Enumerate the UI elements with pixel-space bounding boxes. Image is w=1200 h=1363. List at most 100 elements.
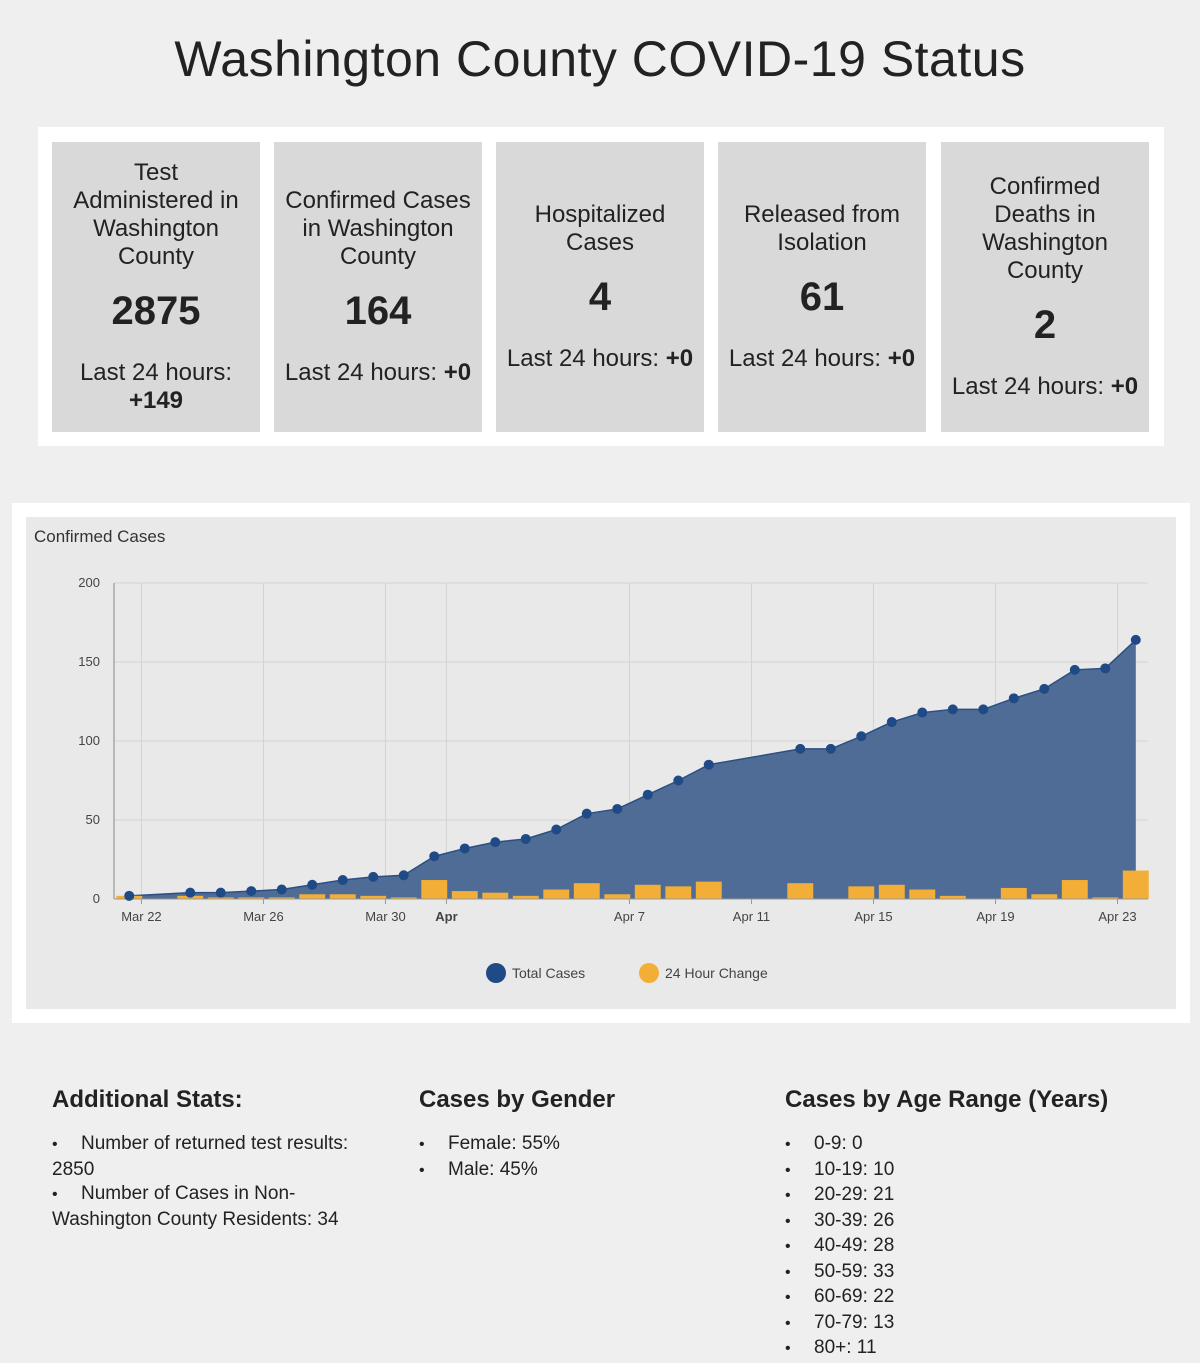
total-cases-point <box>490 837 501 848</box>
chart-panel: 0 50 100 150 200 Mar 22 Mar 26 Mar 30 Apr Apr 7 Ap… <box>12 503 1190 1023</box>
legend-marker <box>486 963 506 983</box>
stat-label: Confirmed Deaths in Washington County <box>982 173 1108 284</box>
x-tick-label: Mar 30 <box>365 909 405 924</box>
total-cases-point <box>673 775 684 786</box>
total-cases-point <box>978 704 989 715</box>
y-tick-label: 100 <box>78 733 100 748</box>
legend-label: 24 Hour Change <box>665 965 768 981</box>
stat-value: 4 <box>588 275 612 319</box>
change-bar <box>1092 897 1119 899</box>
change-bar <box>878 884 905 899</box>
stat-value: 164 <box>344 289 412 333</box>
total-cases-point <box>429 851 440 862</box>
x-tick-label: Apr 19 <box>976 909 1014 924</box>
gender-list: Female: 55% Male: 45% <box>419 1132 749 1183</box>
change-bar <box>634 884 661 899</box>
stat-change-prefix: Last 24 hours: <box>79 359 233 386</box>
stats-panel: Test Administered in Washington County 2… <box>38 127 1164 446</box>
list-item: Number of Cases in Non-Washington County… <box>52 1182 392 1232</box>
total-cases-point <box>1100 663 1111 674</box>
stat-label: Test Administered in Washington County <box>73 159 239 270</box>
total-cases-point <box>856 731 867 742</box>
y-tick-label: 150 <box>78 654 100 669</box>
total-cases-point <box>1069 664 1080 675</box>
total-cases-point <box>886 717 897 728</box>
stat-label: Hospitalized Cases <box>534 201 666 256</box>
stat-card-confirmed: Confirmed Cases in Washington County 164… <box>274 142 482 432</box>
additional-stats-heading: Additional Stats: <box>52 1086 243 1113</box>
stat-change-prefix: Last 24 hours: <box>506 345 660 372</box>
stat-change-value: +0 <box>887 345 916 372</box>
list-item: 20-29: 21 <box>785 1183 1185 1209</box>
list-item: 0-9: 0 <box>785 1132 1185 1158</box>
x-tick-label: Apr 15 <box>854 909 892 924</box>
x-tick-label: Mar 22 <box>121 909 161 924</box>
change-bar <box>1122 870 1149 899</box>
total-cases-area <box>129 639 1136 899</box>
stat-change-prefix: Last 24 hours: <box>951 373 1105 400</box>
change-bar <box>390 897 417 899</box>
change-bar <box>665 886 692 899</box>
total-cases-point <box>612 803 623 814</box>
change-bar <box>482 892 509 899</box>
total-cases-point <box>947 704 958 715</box>
change-bar <box>207 897 234 899</box>
stat-change-value: +0 <box>1110 373 1139 400</box>
stat-card-tests: Test Administered in Washington County 2… <box>52 142 260 432</box>
change-bar <box>939 895 966 899</box>
total-cases-point <box>307 879 318 890</box>
change-bar <box>848 886 875 899</box>
total-cases-point <box>1130 634 1141 645</box>
list-item: 80+: 11 <box>785 1336 1185 1362</box>
stat-change: Last 24 hours: +0 <box>729 345 915 373</box>
total-cases-point <box>459 843 470 854</box>
chart-area: 0 50 100 150 200 Mar 22 Mar 26 Mar 30 Apr Apr 7 Ap… <box>26 517 1176 1009</box>
change-bar <box>787 883 814 899</box>
change-bar <box>573 883 600 899</box>
stat-card-hospitalized: Hospitalized Cases 4 Last 24 hours: +0 <box>496 142 704 432</box>
stat-value: 61 <box>799 275 845 319</box>
gender-section: Cases by Gender Female: 55% Male: 45% <box>419 1086 749 1183</box>
stat-change: Last 24 hours: +0 <box>507 345 693 373</box>
stat-card-released: Released from Isolation 61 Last 24 hours… <box>718 142 926 432</box>
total-cases-point <box>795 743 806 754</box>
change-bar <box>512 895 539 899</box>
stat-change-value: +149 <box>128 387 184 414</box>
age-section: Cases by Age Range (Years) 0-9: 0 10-19:… <box>785 1086 1185 1362</box>
age-list: 0-9: 0 10-19: 10 20-29: 21 30-39: 26 40-… <box>785 1132 1185 1362</box>
stat-change-value: +0 <box>443 359 472 386</box>
stat-label: Released from Isolation <box>743 201 901 256</box>
stat-change: Last 24 hours: +149 <box>62 359 250 415</box>
total-cases-point <box>124 890 135 901</box>
total-cases-point <box>215 887 226 898</box>
stat-card-deaths: Confirmed Deaths in Washington County 2 … <box>941 142 1149 432</box>
y-tick-label: 0 <box>93 891 100 906</box>
additional-stats-section: Additional Stats: Number of returned tes… <box>52 1086 392 1232</box>
list-item: 40-49: 28 <box>785 1234 1185 1260</box>
total-cases-point <box>520 833 531 844</box>
legend-marker <box>639 963 659 983</box>
change-bar <box>329 894 356 899</box>
y-tick-label: 200 <box>78 575 100 590</box>
total-cases-point <box>1039 683 1050 694</box>
total-cases-point <box>185 887 196 898</box>
stat-label: Confirmed Cases in Washington County <box>285 187 471 270</box>
stat-change: Last 24 hours: +0 <box>952 373 1138 401</box>
stat-change-prefix: Last 24 hours: <box>728 345 882 372</box>
total-cases-point <box>642 789 653 800</box>
total-cases-point <box>581 808 592 819</box>
list-item: 60-69: 22 <box>785 1285 1185 1311</box>
total-cases-point <box>825 743 836 754</box>
list-item: Female: 55% <box>419 1132 749 1158</box>
additional-stats-list: Number of returned test results: 2850 Nu… <box>52 1132 392 1232</box>
chart-title: Confirmed Cases <box>34 527 166 546</box>
stat-value: 2875 <box>111 289 201 333</box>
x-tick-label: Apr 11 <box>733 909 770 924</box>
change-bar <box>1000 887 1027 899</box>
gender-heading: Cases by Gender <box>419 1086 616 1113</box>
list-item: 50-59: 33 <box>785 1260 1185 1286</box>
stat-change-value: +0 <box>665 345 694 372</box>
total-cases-point <box>703 759 714 770</box>
change-bar <box>1061 880 1088 899</box>
legend-label: Total Cases <box>512 965 585 981</box>
